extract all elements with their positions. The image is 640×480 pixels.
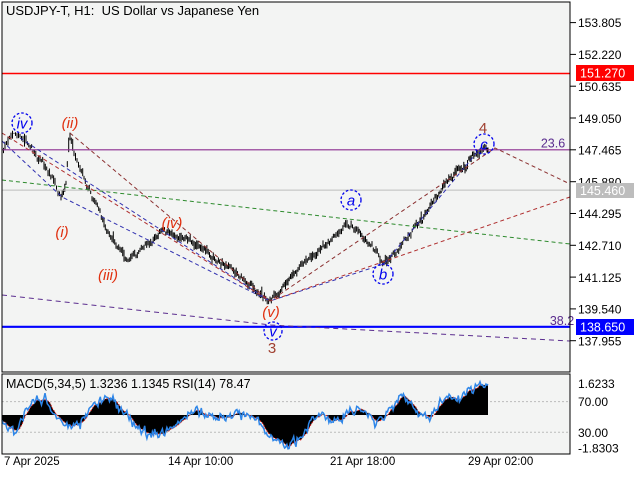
svg-text:142.710: 142.710 [578,239,622,253]
svg-text:145.460: 145.460 [580,184,625,198]
svg-text:(v): (v) [262,304,280,321]
svg-text:(iii): (iii) [98,267,118,284]
svg-text:USDJPY-T, H1: US Dollar vs Ja: USDJPY-T, H1: US Dollar vs Japanese Yen [6,3,259,18]
svg-text:137.955: 137.955 [578,335,622,349]
svg-text:141.125: 141.125 [578,271,622,285]
svg-text:3: 3 [268,340,276,357]
svg-text:(i): (i) [55,224,68,241]
svg-text:iv: iv [17,116,29,133]
svg-text:153.805: 153.805 [578,16,622,30]
svg-text:MACD(5,34,5) 1.3236 1.1345 RSI: MACD(5,34,5) 1.3236 1.1345 RSI(14) 78.47 [6,377,251,391]
svg-text:150.635: 150.635 [578,80,622,94]
svg-text:4: 4 [479,120,487,137]
svg-text:a: a [347,193,355,210]
svg-text:139.540: 139.540 [578,303,622,317]
svg-text:144.295: 144.295 [578,207,622,221]
svg-text:147.465: 147.465 [578,144,622,158]
svg-text:29 Apr 02:00: 29 Apr 02:00 [468,456,533,468]
svg-text:c: c [480,137,488,154]
svg-text:(iv): (iv) [162,215,183,232]
svg-text:14 Apr 10:00: 14 Apr 10:00 [168,456,233,468]
svg-text:70.00: 70.00 [578,395,608,409]
svg-text:151.270: 151.270 [580,67,625,81]
svg-text:1.6233: 1.6233 [578,377,615,391]
svg-text:-1.8303: -1.8303 [578,442,619,456]
svg-text:152.220: 152.220 [578,48,622,62]
svg-text:(ii): (ii) [62,115,79,132]
svg-text:21 Apr 18:00: 21 Apr 18:00 [330,456,395,468]
svg-text:38.2: 38.2 [550,314,574,328]
svg-text:23.6: 23.6 [541,137,565,151]
svg-text:149.050: 149.050 [578,112,622,126]
svg-text:7 Apr 2025: 7 Apr 2025 [4,456,60,468]
svg-text:30.00: 30.00 [578,426,608,440]
svg-text:b: b [379,267,387,284]
svg-text:138.650: 138.650 [580,321,625,335]
